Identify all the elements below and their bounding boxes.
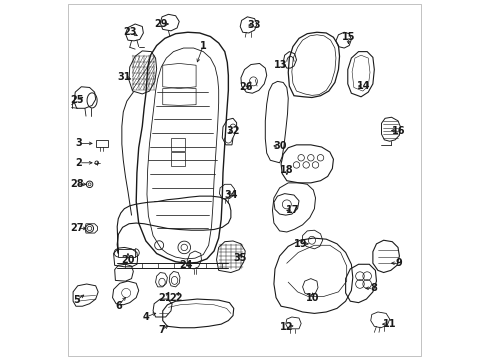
Text: 24: 24 — [179, 260, 193, 270]
Text: 6: 6 — [115, 301, 122, 311]
Text: 30: 30 — [272, 141, 286, 151]
Text: 19: 19 — [294, 239, 307, 249]
Text: 22: 22 — [168, 293, 182, 303]
Text: 14: 14 — [356, 81, 369, 91]
Text: 34: 34 — [224, 190, 237, 200]
Text: 31: 31 — [118, 72, 131, 82]
Text: 18: 18 — [280, 165, 293, 175]
Text: 35: 35 — [233, 253, 246, 263]
Text: 13: 13 — [273, 60, 286, 70]
Text: 12: 12 — [280, 322, 293, 332]
Text: 27: 27 — [70, 224, 83, 233]
Text: 32: 32 — [226, 126, 239, 135]
Text: 28: 28 — [70, 179, 83, 189]
Text: 16: 16 — [391, 126, 405, 135]
Text: 15: 15 — [341, 32, 354, 42]
Text: 25: 25 — [70, 95, 83, 105]
Text: 3: 3 — [75, 139, 82, 148]
Text: 7: 7 — [158, 325, 164, 335]
Text: 29: 29 — [154, 19, 168, 29]
Text: 10: 10 — [305, 293, 319, 303]
Text: 11: 11 — [382, 319, 396, 329]
Text: 9: 9 — [394, 258, 401, 268]
Text: 4: 4 — [142, 312, 149, 322]
Text: 33: 33 — [247, 20, 261, 30]
Text: 17: 17 — [285, 206, 299, 216]
Text: 26: 26 — [239, 82, 252, 93]
Text: 5: 5 — [73, 295, 80, 305]
Text: 20: 20 — [121, 255, 134, 265]
Text: 23: 23 — [123, 27, 137, 37]
Text: 21: 21 — [158, 293, 171, 303]
Text: 8: 8 — [369, 283, 376, 293]
Text: 1: 1 — [200, 41, 206, 50]
Text: 2: 2 — [75, 158, 82, 168]
